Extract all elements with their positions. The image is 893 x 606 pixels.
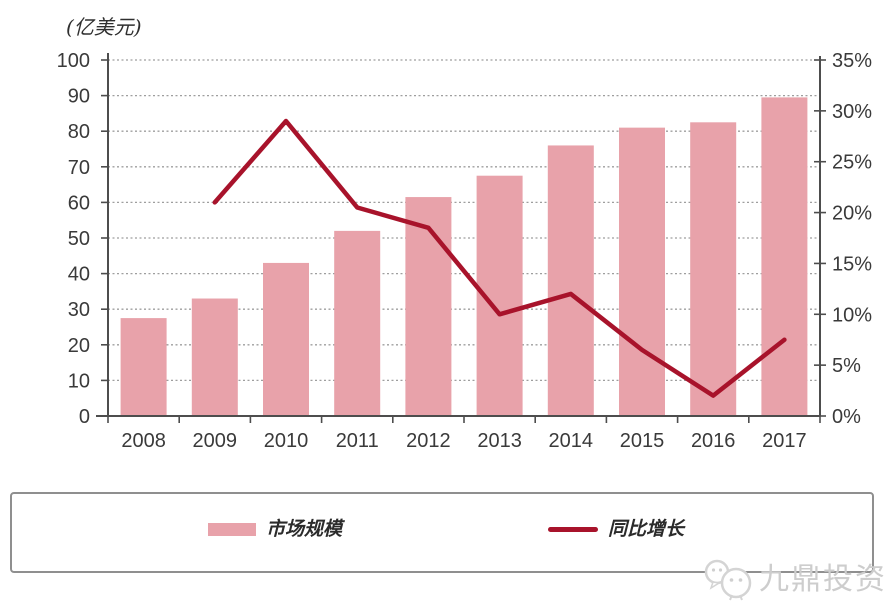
x-axis-label: 2013 xyxy=(477,430,522,452)
x-axis-label: 2008 xyxy=(121,430,166,452)
left-axis-label: 60 xyxy=(68,192,90,214)
left-axis-label: 100 xyxy=(57,50,90,72)
right-axis-label: 20% xyxy=(832,203,872,225)
left-axis-label: 20 xyxy=(68,335,90,357)
bar-2017 xyxy=(761,97,808,416)
x-axis-label: 2011 xyxy=(336,430,379,452)
legend-label-yoy-growth: 同比增长 xyxy=(608,518,685,540)
left-axis-label: 40 xyxy=(68,264,90,286)
bar-2010 xyxy=(263,262,309,416)
bar-swatch xyxy=(208,523,256,536)
bar-2011 xyxy=(334,230,381,416)
market-size-growth-chart: 0 10 20 30 40 50 60 70 80 90 100 0% 5% 10% 15% 20% 25% 30… xyxy=(57,15,873,452)
right-axis-label: 25% xyxy=(832,152,872,174)
legend: 市场规模 同比增长 xyxy=(10,492,874,573)
x-axis-label: 2012 xyxy=(406,430,451,452)
watermark-text: 九鼎投资 xyxy=(759,562,887,597)
right-axis-label: 5% xyxy=(832,355,861,377)
x-axis-label: 2010 xyxy=(264,430,309,452)
left-axis-label: 90 xyxy=(68,86,90,108)
legend-label-market-size: 市场规模 xyxy=(266,518,343,540)
left-axis-label: 70 xyxy=(68,157,90,179)
left-axis-unit-label: (亿美元) xyxy=(66,15,142,39)
watermark: 九鼎投资 xyxy=(703,554,887,606)
x-axis-label: 2016 xyxy=(691,430,736,452)
speech-bubbles-logo-icon xyxy=(704,559,752,601)
legend-item-market-size: 市场规模 xyxy=(208,520,342,539)
x-axis-label: 2014 xyxy=(549,430,594,452)
right-axis-label: 30% xyxy=(832,101,872,123)
bar-2016 xyxy=(690,122,737,417)
bar-2014 xyxy=(547,145,594,416)
bar-2008 xyxy=(120,318,167,416)
bar-2009 xyxy=(191,298,238,416)
x-axis-label: 2017 xyxy=(762,430,807,452)
right-axis-label: 0% xyxy=(832,406,861,428)
right-axis-label: 35% xyxy=(832,50,872,72)
legend-item-yoy-growth: 同比增长 xyxy=(548,520,684,539)
x-axis-label: 2009 xyxy=(193,430,238,452)
left-axis-label: 50 xyxy=(68,228,90,250)
right-axis-label: 10% xyxy=(832,304,872,326)
yoy-growth-line xyxy=(212,118,787,398)
line-swatch xyxy=(548,527,598,532)
left-axis-label: 30 xyxy=(68,299,90,321)
left-axis-label: 10 xyxy=(68,370,90,392)
right-axis-label: 15% xyxy=(832,253,872,275)
x-axis-label: 2015 xyxy=(620,430,665,452)
left-axis-label: 80 xyxy=(68,121,90,143)
bar-2015 xyxy=(619,127,665,416)
left-axis-label: 0 xyxy=(79,406,90,428)
bar-2012 xyxy=(405,197,452,416)
